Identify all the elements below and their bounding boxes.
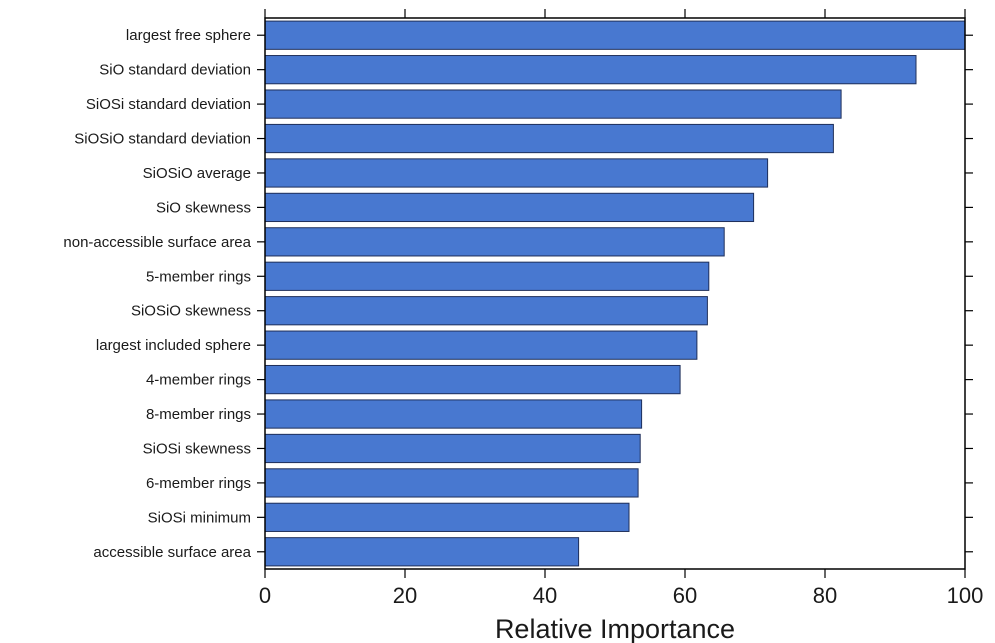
bar-11 <box>264 399 643 429</box>
plot-frame <box>264 17 966 570</box>
bar-13 <box>264 468 639 498</box>
bar-10 <box>264 364 681 395</box>
bar-2 <box>264 89 842 119</box>
bars-group <box>264 20 966 567</box>
category-label-15: accessible surface area <box>93 544 251 561</box>
category-label-3: SiOSiO standard deviation <box>74 131 251 148</box>
category-label-8: SiOSiO skewness <box>131 303 251 320</box>
category-label-1: SiO standard deviation <box>99 62 251 79</box>
x-tick-label-0: 0 <box>259 583 271 608</box>
category-label-13: 6-member rings <box>146 475 251 492</box>
category-label-10: 4-member rings <box>146 372 251 389</box>
bar-3 <box>264 123 834 154</box>
bar-15 <box>264 537 580 567</box>
bar-12 <box>264 433 641 464</box>
bar-14 <box>264 502 630 532</box>
bar-0 <box>264 20 966 50</box>
x-tick-label-4: 80 <box>813 583 837 608</box>
category-label-7: 5-member rings <box>146 268 251 285</box>
bar-1 <box>264 55 917 85</box>
x-tick-label-2: 40 <box>533 583 557 608</box>
category-label-4: SiOSiO average <box>143 165 251 182</box>
bar-6 <box>264 227 725 257</box>
x-axis-title: Relative Importance <box>495 614 735 643</box>
category-label-9: largest included sphere <box>96 337 251 354</box>
ticks-group <box>257 9 973 578</box>
bar-7 <box>264 261 710 291</box>
x-tick-label-3: 60 <box>673 583 697 608</box>
category-label-11: 8-member rings <box>146 406 251 423</box>
category-labels: largest free sphere SiO standard deviatio… <box>63 27 251 561</box>
category-label-2: SiOSi standard deviation <box>86 96 251 113</box>
category-label-14: SiOSi minimum <box>148 509 251 526</box>
bar-8 <box>264 296 708 326</box>
bar-5 <box>264 192 755 223</box>
category-label-0: largest free sphere <box>126 27 251 44</box>
category-label-6: non-accessible surface area <box>63 234 251 251</box>
category-label-5: SiO skewness <box>156 199 251 216</box>
x-tick-label-1: 20 <box>393 583 417 608</box>
bar-9 <box>264 330 698 360</box>
x-tick-label-5: 100 <box>947 583 984 608</box>
category-label-12: SiOSi skewness <box>143 440 251 457</box>
bar-4 <box>264 158 769 188</box>
x-tick-labels: 0 20 40 60 80 100 <box>259 583 983 608</box>
